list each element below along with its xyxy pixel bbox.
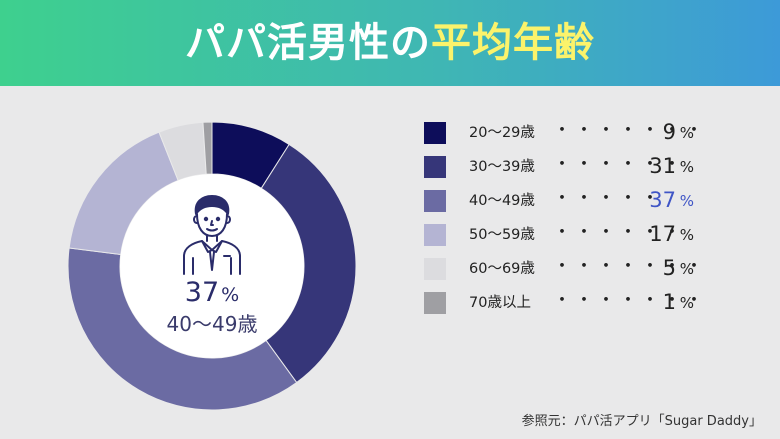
legend-label: 50～59歳 [469, 227, 535, 243]
legend-value: 17 [649, 222, 676, 246]
legend-label: 70歳以上 [469, 295, 531, 311]
legend-label: 60～69歳 [469, 261, 535, 277]
legend-swatch [424, 156, 446, 178]
center-age-range: 40～49歳 [166, 312, 258, 336]
center-percent: 37% [184, 277, 240, 308]
legend-unit: % [679, 226, 694, 244]
legend-swatch [424, 190, 446, 212]
legend-value: 1 [662, 290, 676, 314]
donut-center: 37% 40～49歳 [137, 192, 287, 352]
legend-value: 37 [649, 188, 676, 212]
legend-dots: ・・・・・・・ [553, 256, 707, 277]
legend-row-70plus: 70歳以上 ・・・・・・・ 1 % [424, 288, 703, 322]
title-part-1: パパ活男性の [185, 20, 431, 66]
legend-swatch [424, 224, 446, 246]
legend-label: 40～49歳 [469, 193, 535, 209]
legend-value: 5 [662, 256, 676, 280]
legend-value: 31 [649, 154, 676, 178]
legend-dots: ・・・・・・ [553, 154, 685, 175]
legend-row-20s: 20～29歳 ・・・・・・・ 9 % [424, 118, 703, 152]
legend-swatch [424, 292, 446, 314]
legend-swatch [424, 122, 446, 144]
legend-dots: ・・・・・ [553, 188, 663, 209]
legend-dots: ・・・・・・ [553, 222, 685, 243]
legend-unit: % [679, 192, 694, 210]
legend-swatch [424, 258, 446, 280]
legend-row-30s: 30～39歳 ・・・・・・ 31 % [424, 152, 694, 186]
legend-unit: % [679, 124, 694, 142]
legend-row-60s: 60～69歳 ・・・・・・・ 5 % [424, 254, 703, 288]
source-note: 参照元：パパ活アプリ「Sugar Daddy」 [521, 414, 762, 429]
legend-label: 30～39歳 [469, 159, 535, 175]
legend-unit: % [679, 260, 694, 278]
legend-row-40s: 40～49歳 ・・・・・ 37 % [424, 186, 694, 220]
legend-dots: ・・・・・・・ [553, 120, 707, 141]
businessman-icon [183, 195, 241, 275]
legend-value: 9 [662, 120, 676, 144]
legend-label: 20～29歳 [469, 125, 535, 141]
legend-unit: % [679, 294, 694, 312]
page-title: パパ活男性の平均年齢 [185, 23, 595, 63]
header-banner: パパ活男性の平均年齢 [0, 0, 780, 86]
title-part-2: 平均年齢 [431, 20, 595, 66]
legend-dots: ・・・・・・・ [553, 290, 707, 311]
legend-unit: % [679, 158, 694, 176]
legend-row-50s: 50～59歳 ・・・・・・ 17 % [424, 220, 694, 254]
legend: 20～29歳 ・・・・・・・ 9 % 30～39歳 ・・・・・・ 31 % 40… [424, 118, 703, 322]
